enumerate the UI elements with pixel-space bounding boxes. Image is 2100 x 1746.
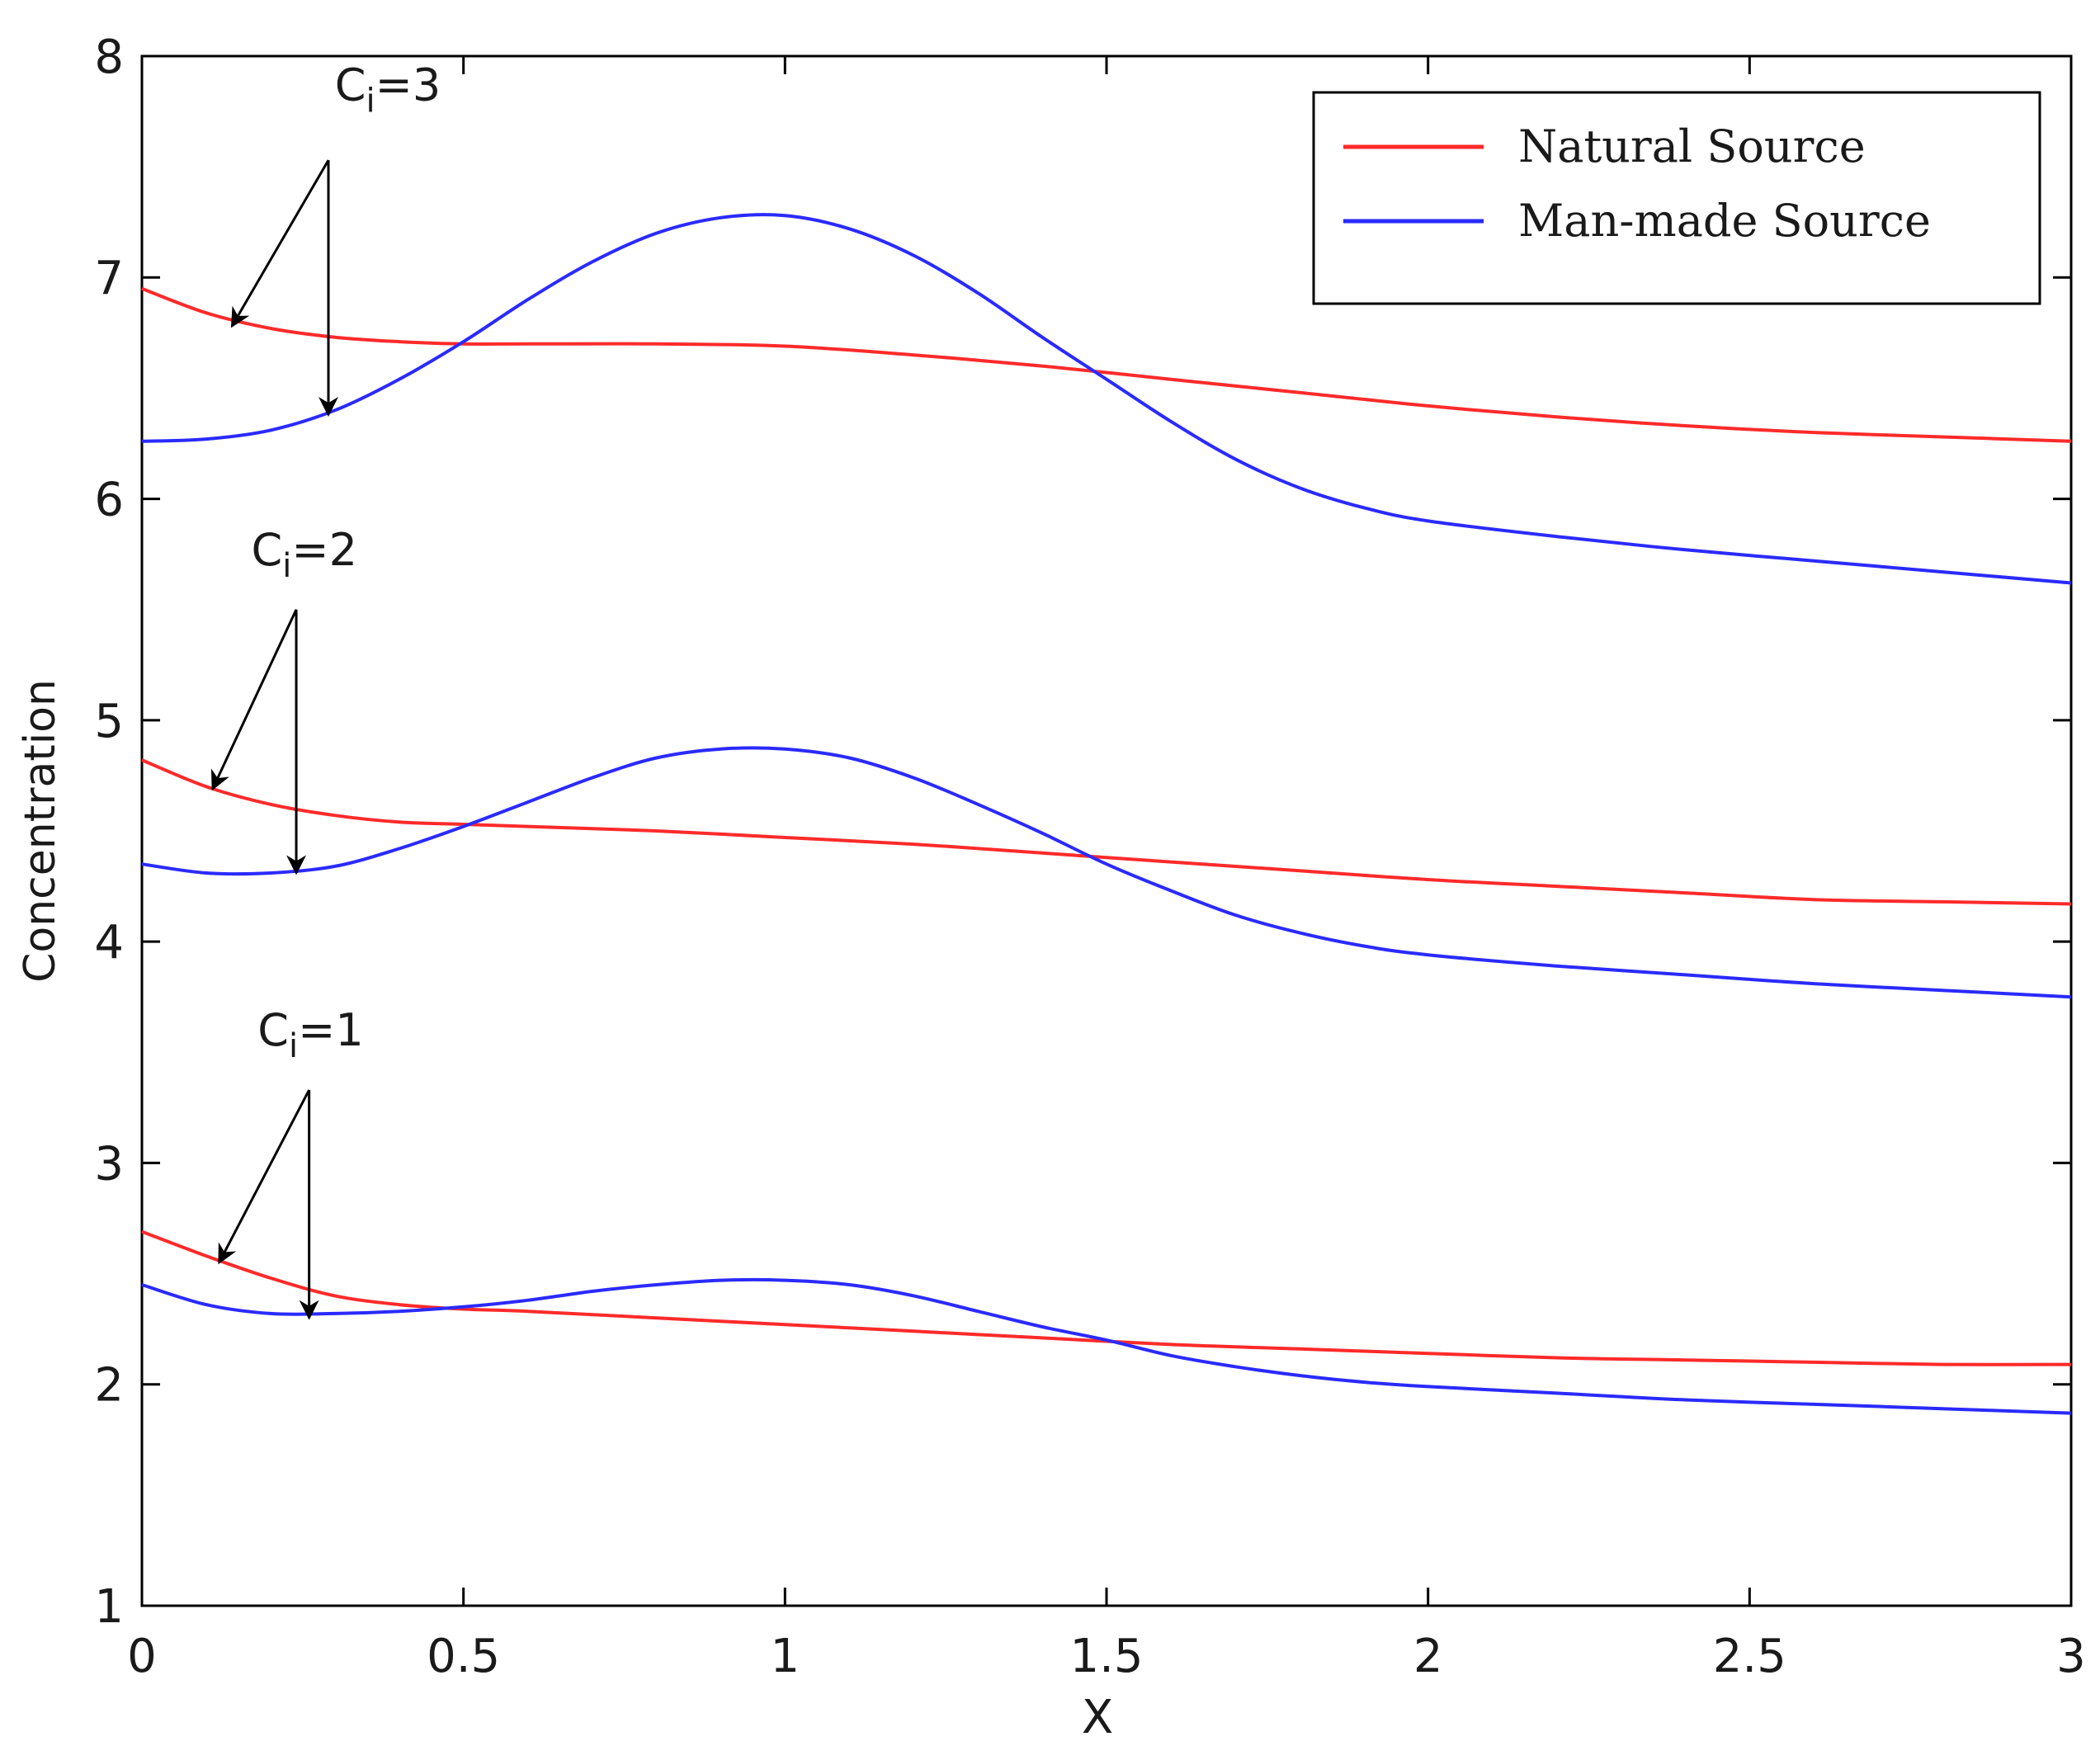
x-tick-label: 1 <box>771 1630 800 1683</box>
y-tick-label: 5 <box>94 695 124 748</box>
y-tick-label: 8 <box>94 31 124 84</box>
series-line-manmade-ci3 <box>141 213 2072 585</box>
annotation-layer: Ci=3 Ci=2 Ci=1 <box>210 59 441 1320</box>
x-axis-label: X <box>1082 1691 1113 1744</box>
x-tick-label: 2 <box>1413 1630 1443 1683</box>
series-layer <box>141 213 2072 1415</box>
annotation-label: Ci=2 <box>251 524 356 585</box>
y-tick-label: 6 <box>94 474 124 527</box>
annotation-arrow <box>230 159 330 328</box>
series-line-manmade-ci2 <box>141 746 2072 999</box>
legend-box <box>1312 91 2041 305</box>
series-line-natural-ci1 <box>141 1229 2072 1366</box>
legend-label-natural: Natural Source <box>1518 120 1866 172</box>
annotation-label: Ci=3 <box>335 59 441 120</box>
legend-label-manmade: Man-made Source <box>1518 195 1931 247</box>
x-tick-label: 2.5 <box>1713 1630 1786 1683</box>
y-tick-label: 4 <box>94 916 124 970</box>
legend: Natural Source Man-made Source <box>1312 91 2041 305</box>
x-tick-label: 3 <box>2056 1630 2086 1683</box>
y-tick-label: 7 <box>94 252 124 305</box>
annotation-arrow <box>218 1089 310 1265</box>
x-tick-label: 0 <box>127 1630 157 1683</box>
x-tick-label: 1.5 <box>1069 1630 1143 1683</box>
plot-area-frame <box>140 54 2073 1607</box>
y-tick-label: 1 <box>94 1580 124 1634</box>
series-line-natural-ci2 <box>141 758 2072 906</box>
y-axis-label: Concentration <box>16 679 65 983</box>
annotation-arrow <box>210 609 298 791</box>
series-line-manmade-ci1 <box>141 1277 2072 1415</box>
ticks-layer: 0 0.5 1 1.5 2 2.5 3 1 2 3 4 5 6 7 8 <box>94 31 2085 1683</box>
annotation-label: Ci=1 <box>257 1004 363 1065</box>
y-tick-label: 3 <box>94 1137 124 1191</box>
y-tick-label: 2 <box>94 1359 124 1413</box>
x-tick-label: 0.5 <box>427 1630 500 1683</box>
series-line-natural-ci3 <box>141 286 2072 443</box>
